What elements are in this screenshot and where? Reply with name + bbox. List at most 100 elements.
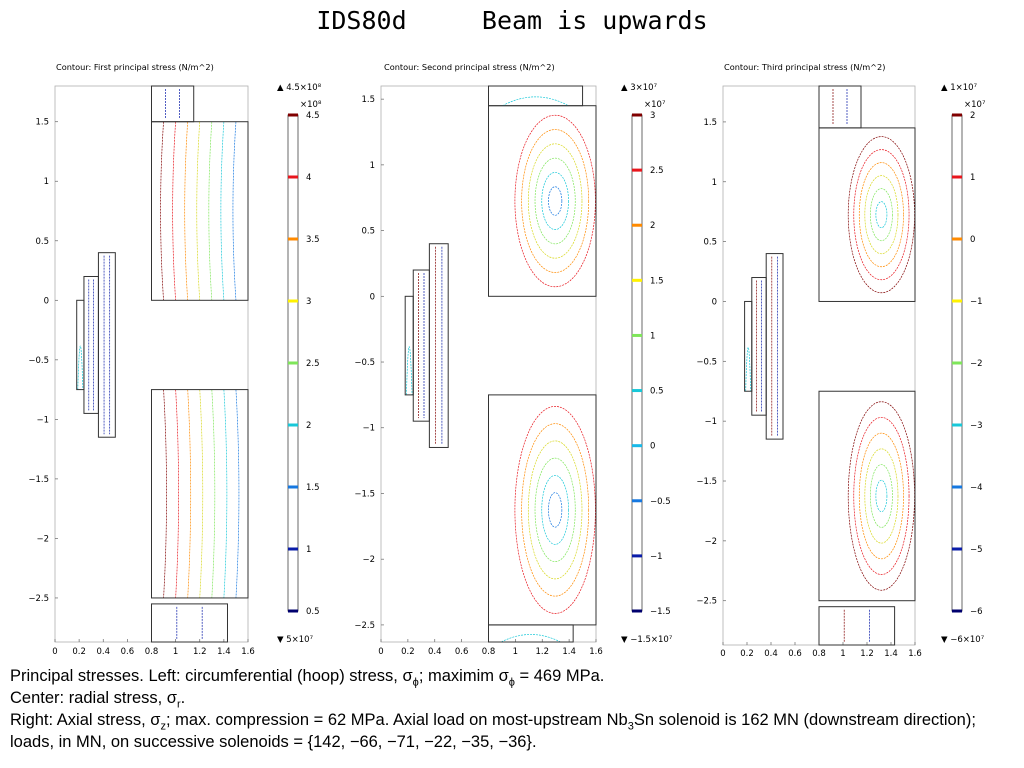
colorbar-tick-label: 2 [306, 421, 311, 431]
colorbar-min-label: ▼ −6×10⁷ [941, 635, 985, 645]
contour-line [527, 440, 583, 580]
colorbar-swatch [288, 423, 298, 427]
colorbar-tick-label: −2 [970, 359, 983, 369]
region-outline [83, 275, 99, 414]
colorbar-tick-label: 3 [650, 111, 655, 121]
y-tick-label: 0 [44, 296, 49, 306]
y-tick-label: −1 [36, 415, 49, 425]
y-tick-label: −0.5 [28, 356, 49, 366]
colorbar-swatch [288, 485, 298, 489]
caption-text: = 469 MPa. [514, 667, 605, 685]
caption-text: . [180, 689, 186, 707]
contour-line [853, 417, 910, 575]
colorbar-tick-label: −1 [970, 297, 983, 307]
x-tick-label: 0.6 [455, 647, 469, 657]
contour-panel-3: Contour: Third principal stress (N/m^2) 1… [696, 62, 986, 659]
region-outline [818, 127, 916, 302]
contour-panel-2: Contour: Second principal stress (N/m^2)… [354, 62, 672, 657]
colorbar-max-label: ▲ 1×10⁷ [941, 83, 978, 93]
contour-line [220, 121, 225, 301]
y-tick-label: 1 [44, 177, 49, 187]
region-6 [151, 85, 195, 123]
region-outline [428, 243, 449, 448]
caption-line-1: Principal stresses. Left: circumferentia… [10, 665, 1018, 688]
region-1 [76, 299, 85, 391]
region-outline [488, 624, 574, 643]
x-tick-label: 1 [173, 647, 178, 657]
colorbar-frame [631, 114, 643, 612]
y-tick-label: −2 [704, 537, 717, 547]
colorbar-tick-label: 0 [650, 442, 655, 452]
region-2 [412, 269, 430, 422]
colorbar-tick-label: 2 [650, 221, 655, 231]
plot-title: Contour: Second principal stress (N/m^2) [384, 62, 555, 72]
y-tick-label: 1.5 [361, 95, 375, 105]
region-5 [818, 390, 916, 602]
contour-line [534, 457, 576, 563]
y-tick-label: −2 [362, 555, 375, 565]
contour-line [869, 464, 893, 528]
x-tick-label: 1 [840, 649, 845, 659]
region-7 [488, 624, 574, 643]
region-outline [818, 606, 896, 646]
colorbar-swatch [288, 113, 298, 117]
region-4 [488, 105, 597, 297]
region-outline [412, 269, 430, 422]
region-outline [744, 300, 753, 392]
x-tick-label: 1.2 [193, 647, 207, 657]
y-tick-label: 1.5 [703, 118, 717, 128]
y-tick-label: 0.5 [361, 227, 375, 237]
contour-line [521, 129, 590, 273]
slide-title: IDS80d Beam is upwards [316, 6, 708, 35]
contour-figure: Contour: First principal stress (N/m^2) 1… [28, 62, 986, 659]
region-outline [488, 85, 584, 107]
colorbar-max-label: ▲ 4.5×10⁸ [277, 83, 322, 93]
contour-line [853, 149, 910, 281]
colorbar-min-label: ▼ −1.5×10⁷ [621, 635, 673, 645]
region-outline [97, 252, 116, 438]
contour-line [160, 121, 164, 301]
region-outline [76, 299, 85, 391]
x-tick-label: 1.6 [589, 647, 603, 657]
x-tick-label: 0 [378, 647, 383, 657]
x-tick-label: 1.4 [884, 649, 898, 659]
contour-line [869, 188, 893, 242]
colorbar-swatch [952, 485, 962, 489]
y-tick-label: −0.5 [354, 358, 375, 368]
region-3 [765, 253, 784, 440]
colorbar: 3 2.5 2 1.5 1 0.5 0 −0.5 −1 −1.5 ×10⁷ ▲ 3×10⁷ ▼ −1.5… [621, 83, 673, 645]
y-tick-label: −2.5 [696, 597, 717, 607]
caption-text: ; max. compression = 62 MPa. Axial load … [165, 711, 628, 729]
region-7 [818, 606, 896, 646]
contour-line [187, 389, 192, 598]
caption-subscript: 3 [627, 720, 634, 733]
x-tick-label: 0.2 [72, 647, 86, 657]
colorbar-tick-label: 4 [306, 173, 311, 183]
colorbar-tick-label: 4.5 [306, 111, 320, 121]
colorbar-tick-label: −4 [970, 483, 983, 493]
caption-text: Right: Axial stress, σ [10, 711, 161, 729]
colorbar-swatch [952, 299, 962, 303]
contour-line [175, 389, 179, 598]
y-tick-label: −2.5 [354, 621, 375, 631]
caption-text: Sn solenoid is 162 MN (downstream direct… [10, 711, 976, 751]
region-5 [151, 389, 249, 599]
y-tick-label: −1.5 [28, 475, 49, 485]
y-tick-label: 1.5 [35, 118, 49, 128]
contour-line [501, 634, 561, 643]
region-6 [818, 85, 862, 129]
colorbar-swatch [632, 389, 642, 393]
contour-line [858, 432, 904, 560]
contour-line [163, 389, 167, 598]
y-tick-label: −2 [36, 534, 49, 544]
colorbar-swatch [632, 278, 642, 282]
region-2 [83, 275, 99, 414]
y-tick-label: 1 [370, 161, 375, 171]
y-tick-label: 0.5 [35, 237, 49, 247]
contour-line [184, 121, 189, 301]
contour-line [514, 114, 596, 288]
region-outline [151, 121, 249, 301]
contour-line [196, 121, 201, 301]
colorbar-swatch [952, 423, 962, 427]
caption-line-2: Center: radial stress, σr. [10, 687, 1018, 710]
